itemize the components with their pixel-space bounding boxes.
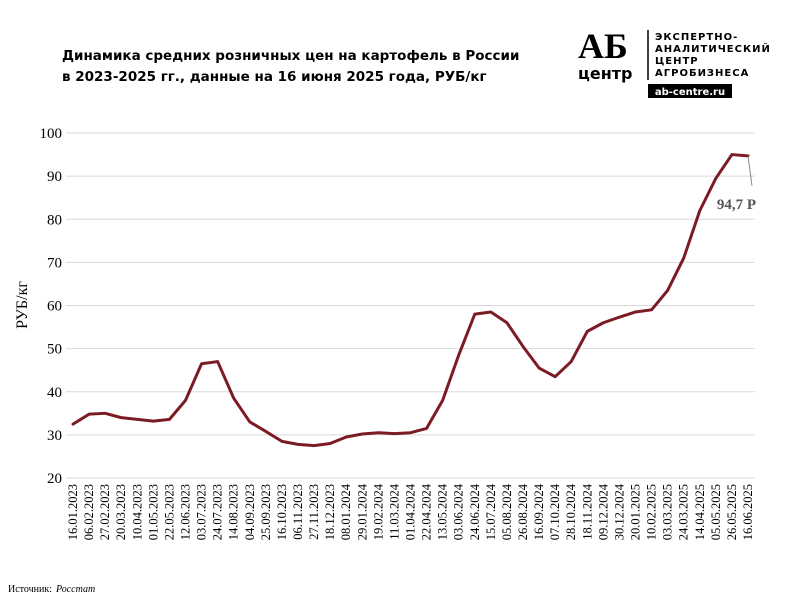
x-tick-label: 28.10.2024 [564, 483, 578, 540]
x-tick-label: 30.12.2024 [612, 483, 626, 540]
y-tick-label: 30 [47, 428, 62, 444]
x-tick-label: 08.01.2024 [339, 483, 353, 540]
x-tick-label: 20.03.2023 [114, 484, 128, 540]
x-tick-label: 10.04.2023 [130, 484, 144, 540]
x-tick-label: 06.11.2023 [291, 484, 305, 540]
x-tick-label: 03.03.2025 [661, 484, 675, 540]
x-tick-label: 14.04.2025 [693, 484, 707, 540]
y-tick-label: 40 [47, 385, 62, 401]
y-axis-label: РУБ/кг [14, 281, 31, 329]
logo-mark: АБ [578, 26, 628, 66]
source-label: Источник: [8, 584, 52, 595]
chart-title: Динамика средних розничных цен на картоф… [62, 48, 519, 64]
x-tick-label: 04.09.2023 [243, 484, 257, 540]
x-tick-label: 20.01.2025 [629, 484, 643, 540]
y-tick-label: 90 [47, 169, 62, 185]
y-tick-label: 80 [47, 212, 62, 228]
data-line [71, 153, 750, 448]
x-tick-label: 06.02.2023 [82, 484, 96, 540]
x-tick-label: 07.10.2024 [548, 483, 562, 540]
x-tick-label: 01.05.2023 [146, 484, 160, 540]
x-tick-label: 05.08.2024 [500, 483, 514, 540]
logo-site: ab-centre.ru [655, 87, 725, 98]
logo-line: АГРОБИЗНЕСА [655, 68, 749, 79]
x-tick-label: 09.12.2024 [596, 483, 610, 540]
x-tick-label: 16.01.2023 [66, 484, 80, 540]
logo-line: ЦЕНТР [655, 56, 699, 67]
x-tick-label: 03.07.2023 [195, 484, 209, 540]
logo-line: ЭКСПЕРТНО- [655, 32, 738, 43]
x-tick-label: 19.02.2024 [371, 483, 385, 540]
x-tick-label: 24.03.2025 [677, 484, 691, 540]
y-tick-label: 100 [40, 126, 63, 142]
x-tick-label: 11.03.2024 [387, 483, 401, 540]
chart-title: в 2023-2025 гг., данные на 16 июня 2025 … [62, 69, 487, 85]
x-tick-label: 27.02.2023 [98, 484, 112, 540]
y-tick-label: 20 [47, 471, 62, 487]
x-tick-label: 22.04.2024 [420, 483, 434, 540]
x-tick-label: 16.09.2024 [532, 483, 546, 540]
x-tick-label: 18.12.2023 [323, 484, 337, 540]
logo-word: центр [578, 64, 633, 83]
x-tick-label: 29.01.2024 [355, 483, 369, 540]
annotation-leader [747, 155, 753, 186]
x-tick-label: 25.09.2023 [259, 484, 273, 540]
x-tick-label: 12.06.2023 [179, 484, 193, 540]
x-tick-label: 18.11.2024 [580, 483, 594, 540]
x-tick-label: 16.10.2023 [275, 484, 289, 540]
x-tick-label: 26.05.2025 [725, 484, 739, 540]
y-tick-label: 60 [47, 299, 62, 315]
x-tick-label: 01.04.2024 [404, 483, 418, 540]
x-tick-label: 10.02.2025 [645, 484, 659, 540]
x-tick-label: 13.05.2024 [436, 483, 450, 540]
x-tick-label: 14.08.2023 [227, 484, 241, 540]
x-tick-label: 15.07.2024 [484, 483, 498, 540]
logo-site-bg [648, 84, 732, 98]
x-tick-label: 16.06.2025 [741, 484, 755, 540]
x-tick-label: 03.06.2024 [452, 483, 466, 540]
x-tick-label: 26.08.2024 [516, 483, 530, 540]
annotation: 94,7 Р [717, 197, 756, 213]
x-tick-label: 24.07.2023 [211, 484, 225, 540]
x-tick-label: 27.11.2023 [307, 484, 321, 540]
x-tick-label: 05.05.2025 [709, 484, 723, 540]
x-tick-label: 22.05.2023 [162, 484, 176, 540]
source-name: Росстат [55, 584, 95, 595]
x-tick-label: 24.06.2024 [468, 483, 482, 540]
logo: АБ центр ЭКСПЕРТНО- АНАЛИТИЧЕСКИЙ ЦЕНТР … [578, 26, 771, 98]
y-tick-label: 50 [47, 342, 62, 358]
y-tick-label: 70 [47, 255, 62, 271]
logo-line: АНАЛИТИЧЕСКИЙ [655, 42, 771, 55]
